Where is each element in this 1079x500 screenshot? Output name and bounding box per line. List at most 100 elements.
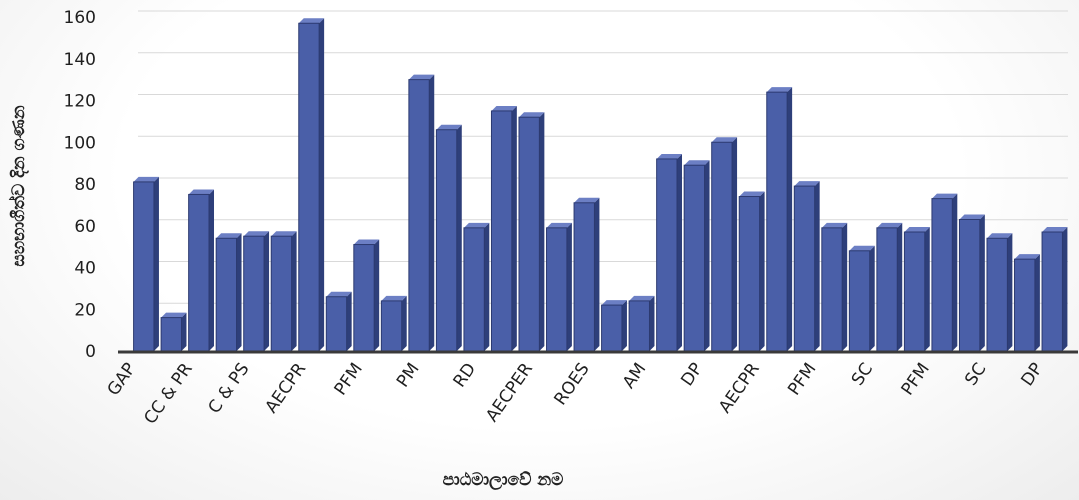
- y-tick-label: 100: [64, 133, 96, 153]
- bar-front: [766, 91, 788, 352]
- bar-front: [931, 198, 953, 352]
- bar: [215, 233, 242, 352]
- bar: [573, 197, 600, 352]
- bar-front: [958, 218, 981, 352]
- bar-top: [821, 222, 848, 228]
- bar-front: [903, 231, 926, 352]
- bar-side: [153, 176, 159, 351]
- bar-side: [209, 189, 215, 351]
- bar-front: [188, 193, 210, 352]
- bar-front: [353, 244, 375, 352]
- bar-side: [1007, 233, 1013, 351]
- bar: [435, 124, 462, 352]
- bar-top: [849, 245, 875, 251]
- bar-top: [271, 231, 297, 237]
- x-tick-label: RD: [450, 359, 481, 391]
- bar-side: [291, 231, 297, 351]
- x-axis-title: පාඨමාලාවේ නම: [443, 470, 564, 491]
- bar: [986, 233, 1013, 352]
- bar-front: [1041, 231, 1063, 352]
- bar-top: [408, 74, 435, 80]
- bar-front: [160, 317, 182, 352]
- bar: [903, 227, 930, 352]
- x-tick-label: CC & PR: [140, 359, 197, 428]
- bar: [298, 18, 325, 352]
- bar: [490, 105, 517, 352]
- bar-top: [491, 105, 517, 111]
- bar-top: [133, 176, 159, 182]
- bar-front: [821, 227, 843, 352]
- bar-side: [759, 191, 765, 351]
- x-tick-label: SC: [848, 359, 877, 389]
- bar: [958, 214, 985, 352]
- bar-front: [793, 185, 816, 352]
- bar-front: [270, 235, 293, 352]
- bar: [408, 74, 435, 352]
- bar-top: [1014, 254, 1040, 260]
- bar-side: [649, 295, 655, 351]
- bar-top: [463, 222, 490, 228]
- x-tick-label: AECPR: [262, 359, 311, 417]
- bar-side: [429, 74, 435, 351]
- bar-side: [264, 231, 270, 351]
- bar-front: [628, 300, 650, 352]
- bar: [380, 295, 407, 352]
- x-tick-label: PFM: [784, 359, 820, 399]
- y-tick-label: 80: [74, 175, 96, 195]
- bar-side: [842, 222, 848, 351]
- bar: [353, 239, 380, 352]
- x-tick-label: PFM: [331, 359, 367, 399]
- bar-top: [656, 153, 683, 159]
- bar-side: [924, 227, 930, 351]
- x-tick-label: C & PS: [204, 359, 253, 417]
- bar-top: [794, 181, 820, 187]
- bar-front: [435, 129, 458, 352]
- bar-front: [1014, 258, 1036, 352]
- bar-side: [897, 222, 903, 351]
- bar: [711, 137, 738, 352]
- bar: [518, 112, 545, 352]
- y-tick-label: 60: [74, 217, 96, 237]
- bar: [1041, 227, 1068, 352]
- bar-side: [869, 245, 875, 351]
- bar-side: [511, 105, 517, 351]
- bar-top: [574, 197, 600, 203]
- x-tick-label: AECPER: [482, 359, 537, 426]
- bar: [133, 176, 159, 352]
- bar-front: [876, 227, 898, 352]
- bar-top: [904, 227, 930, 233]
- bar: [325, 291, 352, 352]
- bar-front: [215, 237, 238, 352]
- bar-front: [601, 304, 623, 352]
- bar-top: [601, 300, 627, 306]
- bar: [848, 245, 875, 352]
- bar-front: [656, 158, 678, 352]
- y-tick-label: 0: [85, 342, 96, 362]
- y-tick-labels: 0 20 40 60 80 100 120 140 160: [64, 8, 96, 362]
- x-tick-label: AM: [619, 359, 650, 392]
- bar-front: [490, 110, 513, 352]
- bar: [160, 312, 187, 352]
- bar: [270, 231, 297, 352]
- bar-top: [876, 222, 903, 228]
- y-tick-label: 20: [74, 300, 96, 320]
- bar-side: [594, 197, 600, 351]
- bar-side: [621, 300, 627, 351]
- bar-front: [298, 22, 320, 352]
- y-tick-label: 120: [64, 92, 96, 112]
- y-tick-label: 140: [64, 50, 96, 70]
- bar-side: [787, 87, 793, 352]
- bar-front: [380, 300, 403, 352]
- bar: [876, 222, 903, 352]
- bars: [133, 18, 1068, 352]
- bar-front: [573, 202, 595, 352]
- bar: [821, 222, 848, 352]
- bar-top: [711, 137, 738, 143]
- bar-side: [566, 222, 572, 351]
- bar: [683, 160, 710, 352]
- bar-top: [739, 191, 765, 197]
- bar-side: [456, 124, 462, 351]
- x-tick-label: PM: [393, 359, 424, 391]
- bar-front: [738, 196, 761, 352]
